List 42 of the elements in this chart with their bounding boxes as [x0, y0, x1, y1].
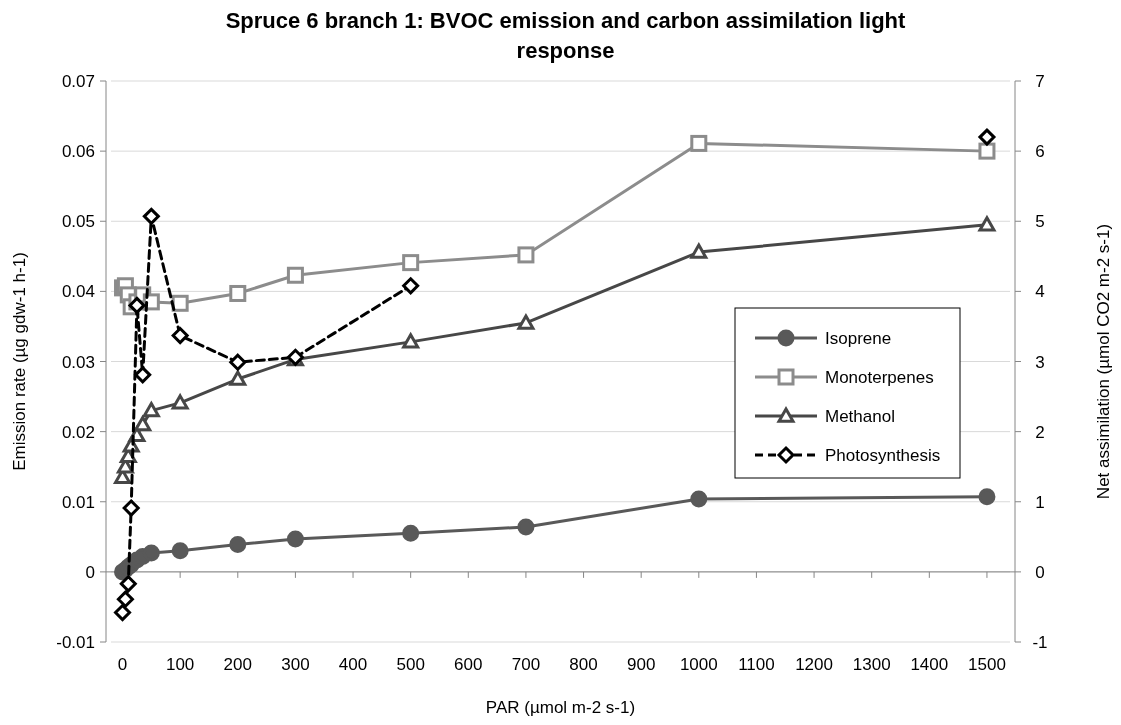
y2-tick-label: 2 [1035, 422, 1045, 442]
x-tick-label: 300 [281, 655, 310, 674]
legend-label: Methanol [825, 407, 895, 426]
y2-tick-label: 1 [1035, 492, 1045, 512]
y2-tick-label: -1 [1032, 633, 1048, 652]
y-axis-title: Emission rate (µg gdw-1 h-1) [10, 252, 29, 471]
legend-label: Monoterpenes [825, 368, 934, 387]
y-tick-label: -0.01 [56, 633, 95, 652]
legend-label: Photosynthesis [825, 446, 941, 465]
x-tick-label: 200 [223, 655, 252, 674]
y2-tick-label: 6 [1035, 142, 1045, 162]
y-tick-label: 0.07 [61, 72, 95, 91]
y2-axis-title: Net assimilation (µmol CO2 m-2 s-1) [1094, 223, 1113, 500]
x-tick-label: 900 [626, 655, 656, 674]
x-tick-label: 500 [396, 655, 425, 674]
x-tick-label: 1100 [738, 655, 775, 674]
y2-tick-label: 3 [1035, 352, 1045, 372]
y2-tick-label: 0 [1035, 562, 1045, 582]
x-tick-label: 1200 [795, 655, 833, 674]
legend-label: Isoprene [825, 329, 892, 348]
x-tick-label: 800 [569, 655, 598, 674]
y-tick-label: 0.03 [61, 352, 95, 372]
y2-tick-label: 7 [1035, 72, 1045, 91]
chart-title: Spruce 6 branch 1: BVOC emission and carbon assimilation light response [225, 8, 907, 63]
y2-tick-label: 5 [1035, 212, 1045, 232]
x-axis-title: PAR (µmol m-2 s-1) [485, 698, 636, 717]
y-tick-label: 0 [85, 562, 95, 582]
x-tick-label: 1400 [910, 655, 949, 674]
y-tick-label: 0.06 [61, 142, 95, 162]
x-tick-label: 0 [117, 655, 128, 674]
x-tick-label: 100 [165, 655, 195, 674]
y-tick-label: 0.01 [61, 492, 95, 512]
x-tick-label: 600 [454, 655, 483, 674]
y-tick-label: 0.05 [61, 212, 95, 232]
x-tick-label: 700 [511, 655, 541, 674]
y2-tick-label: 4 [1035, 282, 1045, 302]
y-tick-label: 0.02 [61, 422, 95, 442]
x-tick-label: 400 [338, 655, 368, 674]
x-tick-label: 1500 [968, 655, 1006, 674]
x-tick-label: 1300 [852, 655, 891, 674]
y-tick-label: 0.04 [61, 282, 95, 302]
x-tick-label: 1000 [679, 655, 718, 674]
